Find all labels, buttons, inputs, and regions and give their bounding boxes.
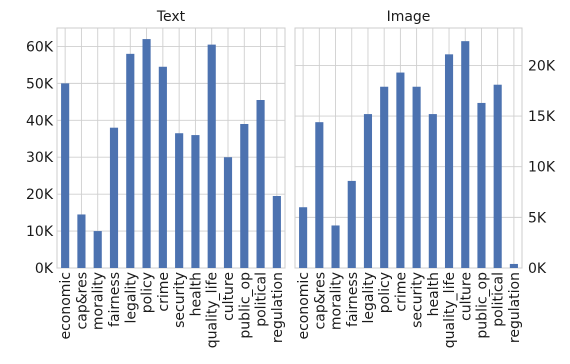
x-tick-label: morality [91,272,107,330]
bar-security [412,86,421,268]
x-tick-label: morality [329,272,345,330]
bar-culture [223,157,233,268]
x-tick-label: economic [58,272,74,340]
x-tick-label: fairness [345,272,361,327]
bar-morality [93,231,102,268]
x-tick-label: culture [221,272,237,321]
bar-fairness [347,180,356,268]
y-tick-label: 50K [26,76,54,92]
x-tick-label: quality_life [442,272,458,348]
bar-health [191,135,200,268]
chart-title: Image [387,9,431,25]
x-tick-label: legality [123,272,139,324]
bar-economic [61,83,70,268]
x-tick-label: cap&res [312,272,328,329]
chart-title: Text [156,9,186,25]
y-tick-label: 20K [26,187,54,203]
x-tick-label: crime [393,272,409,312]
x-tick-label: crime [156,272,172,312]
y-tick-label: 60K [26,39,54,55]
bar-policy [142,39,151,269]
bar-quality-life [444,54,454,268]
bar-cap-res [77,214,86,268]
x-tick-label: policy [377,272,393,313]
bar-crime [396,72,405,268]
x-tick-label: health [188,272,204,316]
x-tick-label: economic [296,272,312,340]
bar-security [175,133,184,268]
panel-image: 0K 5K 10K 15K 20K economic cap&res morality fair… [294,9,556,348]
y-tick-label: 30K [26,150,54,166]
x-tick-label: quality_life [205,272,221,348]
x-tick-label: public_op [237,272,253,339]
x-tick-label: security [172,272,188,328]
y-tick-label: 10K [26,224,54,240]
bar-morality [331,225,340,268]
x-tick-label: regulation [507,272,523,343]
x-tick-label: legality [361,272,377,324]
plot-frame [294,27,523,269]
x-tick-label: public_op [474,272,490,339]
bar-regulation [272,196,281,268]
panel-text: 0K 10K 20K 30K 40K 50K 60K economic cap&res moral… [26,9,286,348]
bar-fairness [109,127,119,268]
bar-health [428,114,437,268]
bar-political [256,100,265,268]
x-tick-label: culture [458,272,474,321]
bar-legality [126,53,135,268]
bar-economic [299,207,308,268]
x-tick-label: political [254,272,270,327]
bar-quality-life [207,44,216,268]
bar-policy [380,86,389,268]
x-tick-label: political [491,272,507,327]
x-tick-label: security [410,272,426,328]
bar-legality [363,114,373,268]
bar-public-op [477,102,486,268]
bar-culture [461,41,470,269]
y-tick-label: 20K [528,58,556,74]
y-tick-label: 5K [528,210,547,226]
x-tick-label: cap&res [74,272,90,329]
x-tick-label: regulation [270,272,286,343]
plot-frame [56,27,286,269]
bar-regulation [509,263,518,268]
y-tick-label: 15K [528,109,556,125]
y-tick-label: 0K [35,261,54,277]
y-tick-label: 40K [26,113,54,129]
bar-political [493,84,502,268]
y-tick-label: 10K [528,160,556,176]
y-tick-label: 0K [528,261,547,277]
bar-public-op [240,124,249,268]
x-tick-label: health [426,272,442,316]
bar-crime [158,66,167,269]
bar-cap-res [315,122,324,268]
x-tick-label: fairness [107,272,123,327]
x-tick-label: policy [140,272,156,313]
